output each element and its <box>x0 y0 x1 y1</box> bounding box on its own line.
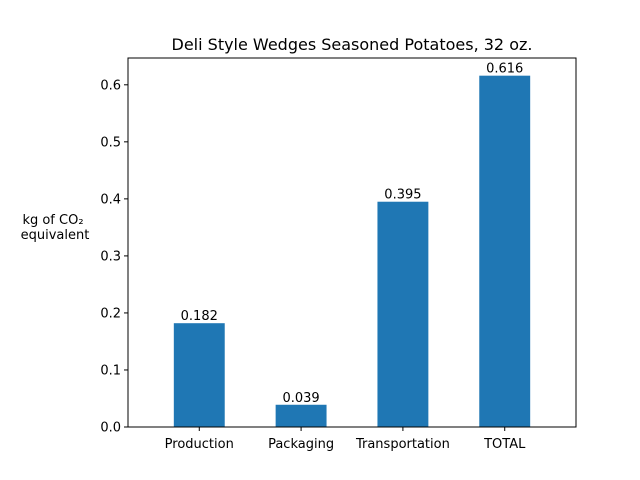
y-tick-label: 0.1 <box>100 363 121 378</box>
y-tick-label: 0.2 <box>100 306 121 321</box>
plot-area-frame <box>127 57 577 428</box>
x-tick-label: Packaging <box>268 437 334 452</box>
y-tick-label: 0.4 <box>100 192 121 207</box>
bar-production <box>173 323 225 427</box>
bar-value-label: 0.395 <box>384 188 421 203</box>
y-tick-label: 0.0 <box>100 421 121 436</box>
y-axis-label-line-2: equivalent <box>21 228 90 243</box>
y-tick-label: 0.6 <box>100 78 121 93</box>
bar-transportation <box>377 201 429 427</box>
bar-value-label: 0.616 <box>486 62 523 77</box>
bar-value-label: 0.182 <box>181 309 218 324</box>
bar-total <box>479 75 531 428</box>
y-tick-label: 0.5 <box>100 135 121 150</box>
y-tick-label: 0.3 <box>100 249 121 264</box>
x-tick-label: Production <box>165 437 234 452</box>
x-tick-label: Transportation <box>355 437 450 452</box>
bar-value-label: 0.039 <box>282 391 319 406</box>
chart-title: Deli Style Wedges Seasoned Potatoes, 32 … <box>172 35 533 54</box>
bars-group <box>173 75 531 428</box>
x-axis-ticks: Production Packaging Transportation TOTAL <box>165 427 526 452</box>
bar-packaging <box>275 404 327 427</box>
y-axis-label-line-1: kg of CO₂ <box>22 213 83 228</box>
y-axis-ticks: 0.0 0.1 0.2 0.3 0.4 0.5 0.6 <box>100 78 128 436</box>
x-tick-label: TOTAL <box>483 437 526 452</box>
data-labels-group: 0.182 0.039 0.395 0.616 <box>181 62 524 406</box>
